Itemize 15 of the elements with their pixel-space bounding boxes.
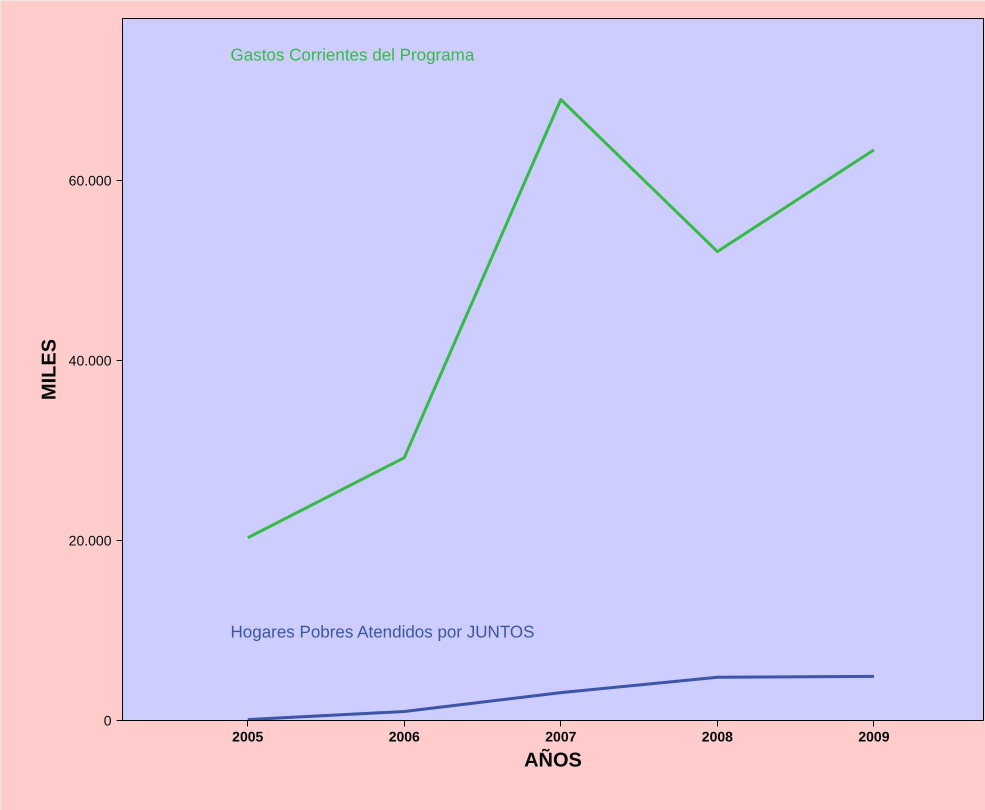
y-tick-label: 20.000	[68, 532, 112, 548]
x-tick-label: 2009	[858, 728, 890, 744]
y-tick-label: 0	[104, 712, 112, 728]
text: Hogares Pobres Atendidos por JUNTOS	[230, 622, 534, 642]
y-axis-title: MILES	[38, 338, 61, 400]
y-tick-label: 60.000	[68, 172, 112, 188]
x-tick-label: 2005	[232, 728, 264, 744]
x-tick-label: 2007	[545, 728, 577, 744]
x-tick-label: 2008	[702, 728, 734, 744]
text: Gastos Corrientes del Programa	[230, 45, 475, 64]
y-tick-label: 40.000	[68, 352, 112, 368]
x-axis-title: AÑOS	[524, 748, 582, 772]
line-series	[246, 98, 876, 540]
line-series	[246, 674, 876, 720]
x-tick-label: 2006	[388, 728, 420, 744]
